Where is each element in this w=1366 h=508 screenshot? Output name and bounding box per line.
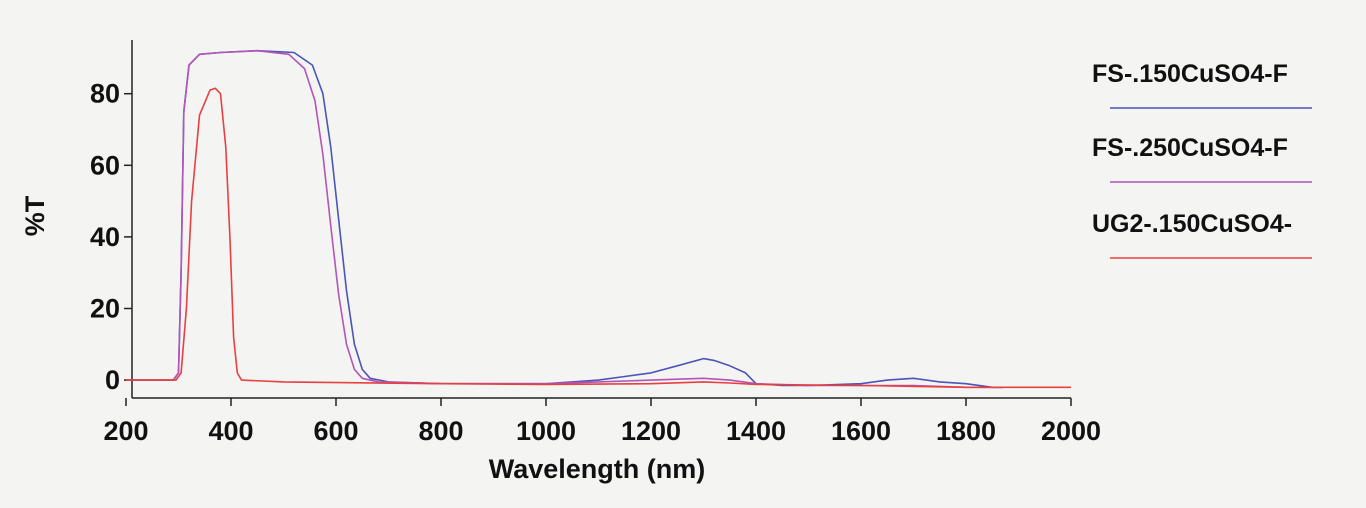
x-tick-label: 1200: [621, 416, 681, 446]
x-tick-label: 1000: [516, 416, 576, 446]
y-tick-label: 80: [90, 79, 120, 109]
axes: 0 20 40 60 80 200 400 600 800 1000 1200 1400 1600 180…: [90, 40, 1101, 446]
x-tick-label: 800: [418, 416, 463, 446]
x-axis-title: Wavelength (nm): [489, 454, 706, 484]
x-tick-label: 2000: [1041, 416, 1101, 446]
legend: FS-.150CuSO4-F FS-.250CuSO4-F UG2-.150CuSO…: [1092, 60, 1312, 259]
x-tick-label: 200: [103, 416, 148, 446]
x-tick-label: 1400: [726, 416, 786, 446]
x-tick-label: 1800: [936, 416, 996, 446]
y-tick-label: 60: [90, 150, 120, 180]
series-layer: [126, 49, 1071, 389]
series-line-3: [126, 87, 1071, 389]
x-tick-label: 400: [208, 416, 253, 446]
y-tick-label: 0: [105, 365, 120, 395]
series-line-1: [126, 49, 1003, 389]
legend-label-1: FS-.150CuSO4-F: [1092, 60, 1288, 88]
x-tick-label: 600: [313, 416, 358, 446]
legend-label-3: UG2-.150CuSO4-: [1092, 210, 1292, 238]
series-line-2: [126, 49, 1003, 389]
y-tick-label: 40: [90, 222, 120, 252]
x-tick-label: 1600: [831, 416, 891, 446]
legend-label-2: FS-.250CuSO4-F: [1092, 134, 1288, 162]
y-axis-title: %T: [20, 195, 50, 236]
y-tick-label: 20: [90, 294, 120, 324]
